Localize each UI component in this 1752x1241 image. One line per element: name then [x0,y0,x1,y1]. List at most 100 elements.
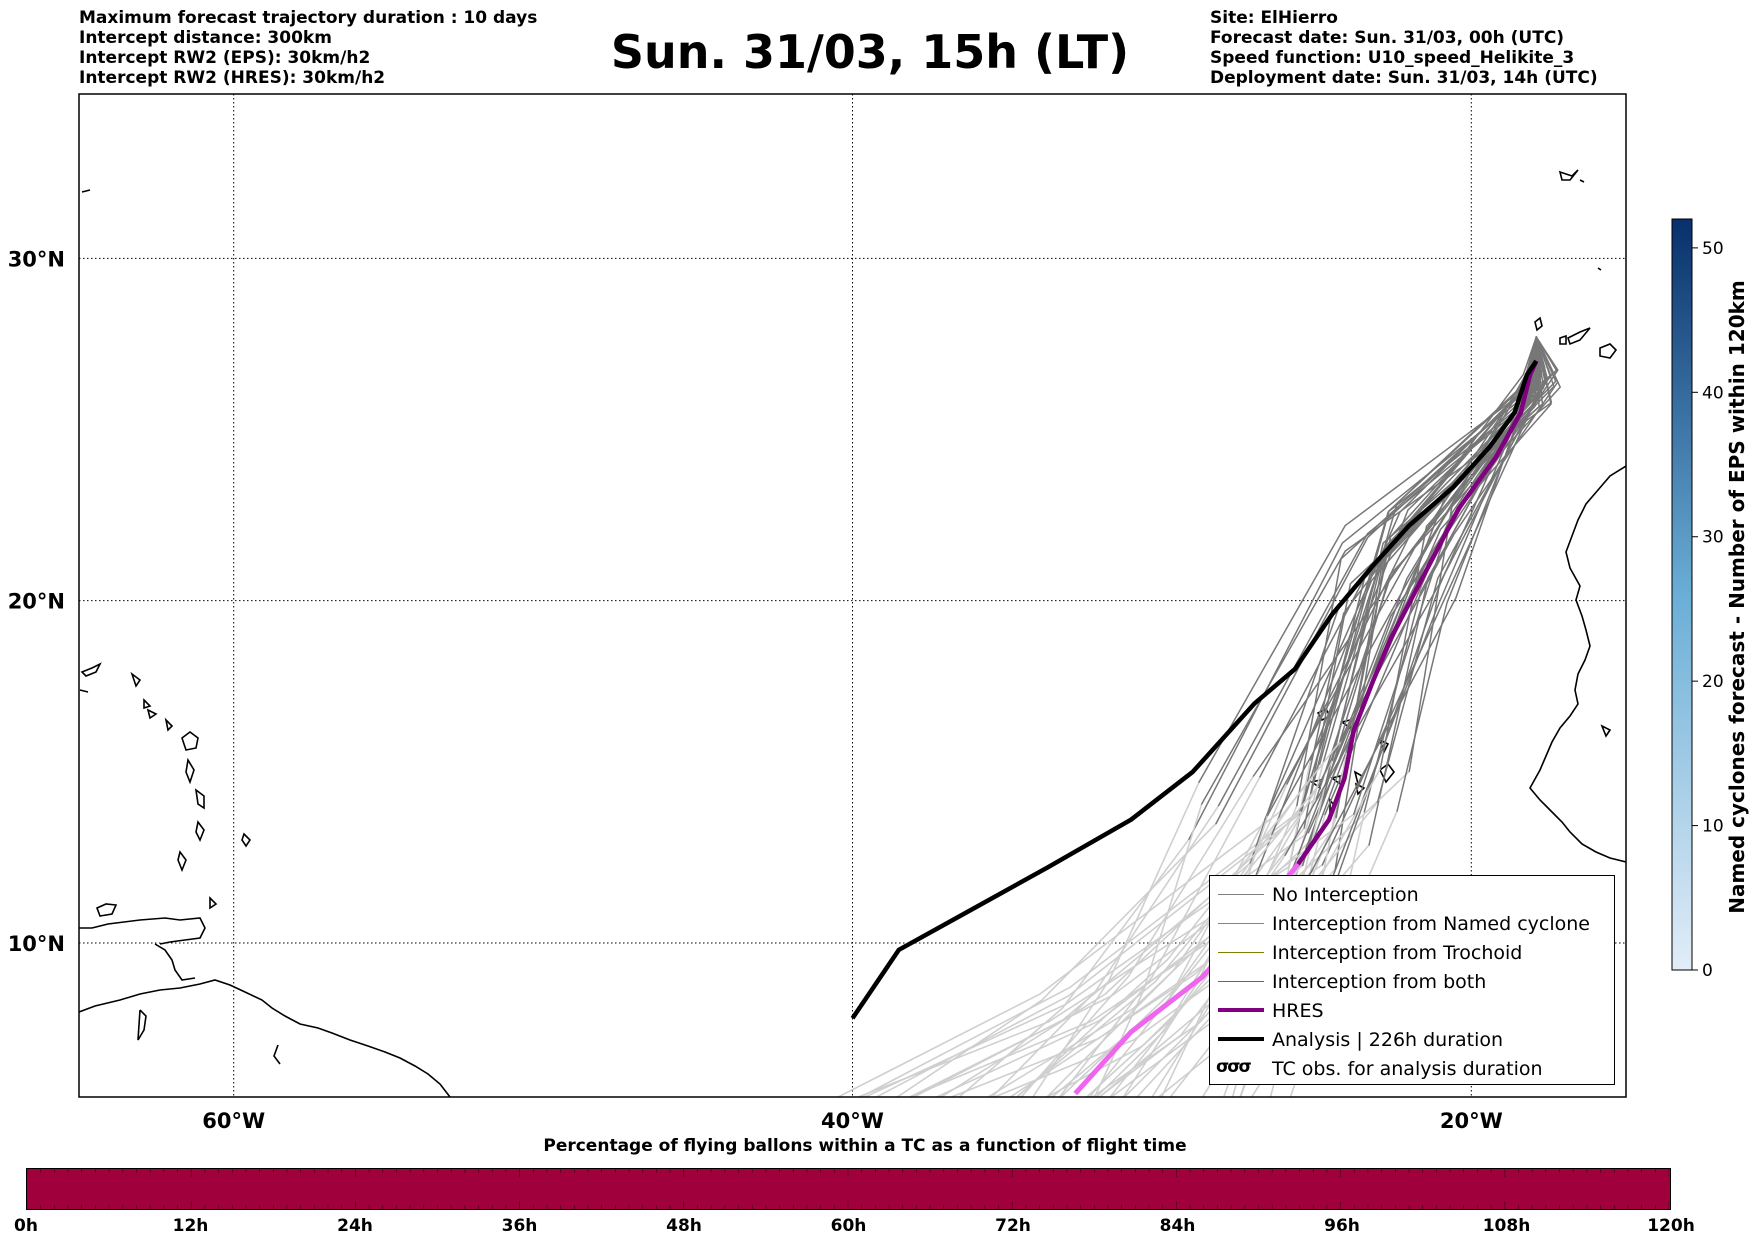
legend-swatch [1218,1008,1264,1012]
island-dominica [185,757,195,785]
info-intercept-hres: Intercept RW2 (HRES): 30km/h2 [79,68,386,88]
flight-time-tick-label: 120h [1647,1216,1695,1236]
legend-item-analysis: Analysis | 226h duration [1210,1026,1614,1055]
colorbar [1671,218,1693,971]
eps-trajectory-late [836,810,1282,1097]
lon-tick-label: 20°W [1440,1109,1503,1133]
island-tenerife [1567,327,1591,346]
flight-time-tick-label: 48h [666,1216,702,1236]
island-antigua [146,708,158,720]
lat-tick-label: 30°N [8,247,65,271]
eps-trajectory-late [912,862,1252,1097]
island-montserrat [164,717,174,732]
coast-bermuda [81,189,91,193]
tc-symbol-icon: σσσ [1216,1057,1252,1077]
legend-item-both: Interception from both [1210,968,1614,997]
eps-trajectory [1198,336,1538,783]
flight-time-tick-label: 60h [830,1216,867,1236]
eps-trajectory-late [957,838,1190,1097]
legend-swatch [1218,1037,1264,1041]
legend-item-hres: HRES [1210,997,1614,1026]
legend-item-tc-obs: σσσ TC obs. for analysis duration [1210,1055,1614,1084]
island-bijagos [1600,724,1612,738]
header-info-left: Maximum forecast trajectory duration : 1… [79,8,537,88]
eps-trajectory [1339,336,1559,743]
info-intercept-distance: Intercept distance: 300km [79,28,332,48]
island-fragment [79,689,89,693]
island-st-lucia [195,820,205,842]
eps-trajectory-late [1008,770,1411,1097]
legend-label: Analysis | 226h duration [1272,1029,1504,1051]
flight-time-bar [26,1168,1671,1210]
eps-trajectory [1200,336,1553,805]
eps-trajectory-late [1015,784,1320,1097]
coast-guyana-inlet [273,1044,281,1065]
flight-time-tick-label: 72h [995,1216,1031,1236]
legend-label: HRES [1272,1000,1324,1022]
flight-time-tick-label: 96h [1324,1216,1360,1236]
island-barbados [241,832,252,848]
island-aruba [95,903,118,917]
eps-trajectory-late [908,813,1355,1097]
island-porto-santo [1579,179,1585,183]
info-intercept-eps: Intercept RW2 (EPS): 30km/h2 [79,48,371,68]
eps-trajectory-late [1058,776,1261,1097]
progress-title: Percentage of flying ballons within a TC… [543,1136,1187,1156]
coast-west-africa [1529,465,1626,863]
lon-tick-label: 60°W [202,1109,265,1133]
colorbar-tick-label: 10 [1702,817,1724,837]
eps-trajectory-late [1020,775,1255,1097]
legend-swatch [1218,981,1264,982]
island-guadeloupe [181,731,199,751]
flight-time-tick-label: 36h [501,1216,538,1236]
island-barbuda [143,698,152,710]
eps-trajectory [1300,336,1545,812]
legend-label: Interception from Named cyclone [1272,913,1590,935]
header-info-right: Site: ElHierro Forecast date: Sun. 31/03… [1210,8,1598,88]
info-site: Site: ElHierro [1210,8,1338,28]
info-deployment-date: Deployment date: Sun. 31/03, 14h (UTC) [1210,68,1598,88]
flight-time-tick-label: 108h [1482,1216,1531,1236]
hres-trajectory [1296,360,1539,866]
legend-label: Interception from both [1272,971,1487,993]
legend-item-no-interception: No Interception [1210,881,1614,910]
lon-tick-label: 40°W [821,1109,884,1133]
lat-tick-label: 10°N [8,932,65,956]
eps-trajectory-late [1015,741,1341,1097]
flight-time-tick-label: 0h [14,1216,38,1236]
eps-trajectory-late [990,804,1220,1097]
colorbar-label: Named cyclones forecast - Number of EPS … [1725,280,1749,914]
page-title: Sun. 31/03, 15h (LT) [610,25,1130,79]
coast-trinidad [154,943,196,981]
island-madeira [1558,169,1579,181]
eps-trajectory [1379,336,1538,770]
legend-label: TC obs. for analysis duration [1272,1058,1543,1080]
coastlines [79,169,1626,1097]
longitude-labels: 60°W 40°W 20°W [202,1109,1502,1133]
island-la-gomera [1559,334,1567,345]
island-gran-canaria [1599,343,1618,359]
island-martinique [194,788,205,810]
colorbar-tick-label: 20 [1702,672,1724,692]
lat-tick-label: 20°N [8,590,65,614]
info-max-duration: Maximum forecast trajectory duration : 1… [79,8,538,28]
latitude-labels: 30°N 20°N 10°N [8,247,65,956]
island-tobago [209,896,218,910]
island-savage [1597,267,1602,271]
eps-trajectory-late [895,822,1217,1097]
coast-south-america [79,979,451,1097]
island-anguilla [130,671,142,688]
eps-trajectory [1284,336,1546,856]
map-frame [78,93,1627,1098]
island-virgin [80,662,102,677]
flight-time-tick-label: 84h [1159,1216,1196,1236]
island-la-palma [1534,316,1543,332]
colorbar-tick-label: 0 [1702,961,1713,981]
eps-trajectory-late [859,797,1318,1097]
colorbar-tick-label: 50 [1702,239,1724,259]
flight-time-bar-ticks [27,1169,1669,1209]
colorbar-tick-label: 40 [1702,383,1724,403]
coast-venezuela-islands [79,917,206,945]
colorbar-tick-label: 30 [1702,528,1724,548]
eps-trajectory [1286,336,1538,785]
